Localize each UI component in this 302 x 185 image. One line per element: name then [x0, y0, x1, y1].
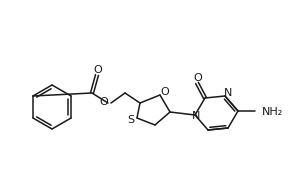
Text: O: O	[94, 65, 102, 75]
Text: O: O	[194, 73, 202, 83]
Text: NH₂: NH₂	[262, 107, 283, 117]
Text: S: S	[127, 115, 135, 125]
Text: O: O	[100, 97, 108, 107]
Text: O: O	[161, 87, 169, 97]
Text: N: N	[192, 111, 200, 121]
Text: N: N	[224, 88, 232, 98]
